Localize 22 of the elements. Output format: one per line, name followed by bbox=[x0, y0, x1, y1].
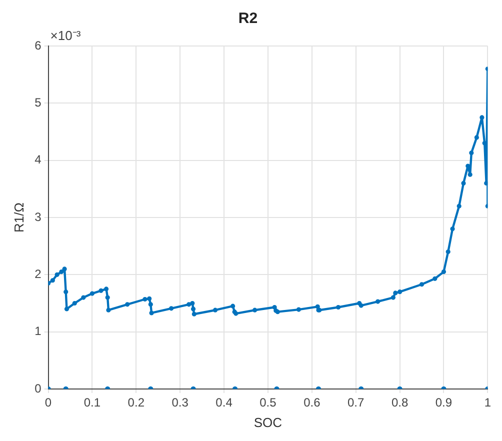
text: ×10⁻³ bbox=[50, 28, 82, 44]
x-tick-label: 1 bbox=[484, 396, 492, 410]
y-axis-title: R1/Ω bbox=[11, 202, 26, 232]
x-tick-label: 0.1 bbox=[84, 396, 101, 410]
y-tick-label: 2 bbox=[34, 266, 42, 281]
x-axis-title: SOC bbox=[254, 414, 282, 430]
x-tick-label: 0.9 bbox=[435, 396, 452, 410]
x-tick-label: 0.7 bbox=[348, 396, 365, 410]
y-tick-label: 5 bbox=[34, 95, 42, 110]
x-tick-label: 0.3 bbox=[172, 396, 189, 410]
x-tick-label: 0 bbox=[44, 396, 52, 410]
y-tick-label: 0 bbox=[34, 381, 42, 396]
x-tick-label: 0.6 bbox=[304, 396, 321, 410]
x-tick-label: 0.5 bbox=[260, 396, 277, 410]
x-tick-label: 0.4 bbox=[216, 396, 233, 410]
chart-title: R2 bbox=[238, 10, 258, 28]
y-tick-label: 4 bbox=[34, 152, 42, 167]
x-tick-label: 0.8 bbox=[391, 396, 408, 410]
y-tick-label: 1 bbox=[34, 324, 42, 338]
x-tick-label: 0.2 bbox=[128, 396, 145, 410]
y-tick-label: 6 bbox=[34, 38, 42, 52]
y-tick-label: 3 bbox=[34, 210, 42, 224]
